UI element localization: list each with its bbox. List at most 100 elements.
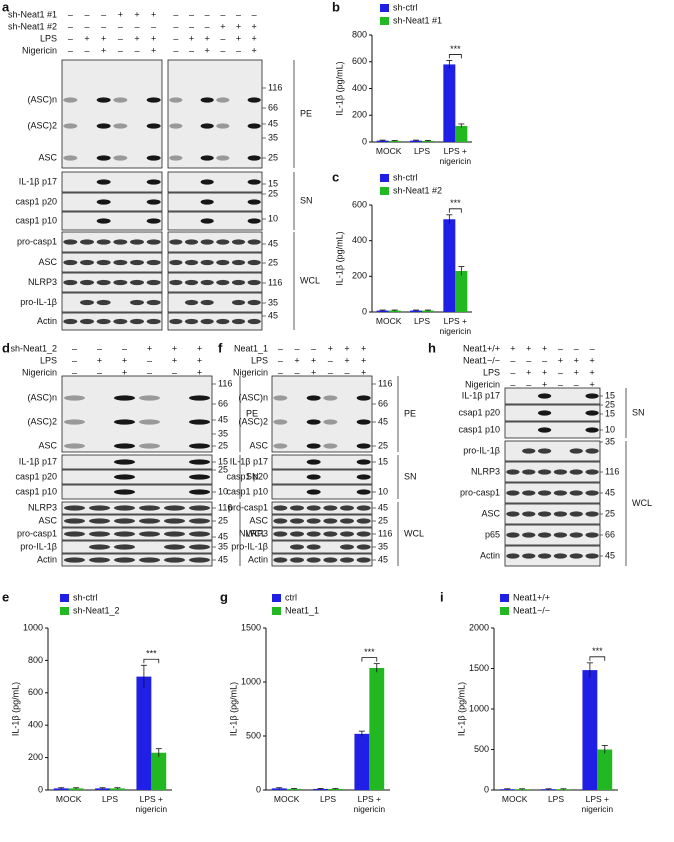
row-label: (ASC)n [27, 94, 57, 104]
treatment-sign: – [510, 379, 515, 389]
y-tick-label: 600 [28, 687, 43, 697]
treatment-sign: + [574, 367, 579, 377]
band [200, 299, 214, 306]
marker-label: 15 [218, 456, 228, 466]
marker-label: 45 [218, 414, 228, 424]
significance-bracket [143, 658, 160, 664]
blot-box [167, 192, 263, 212]
treatment-label: Nigericin [22, 367, 57, 377]
blot-box [167, 59, 263, 169]
marker-label: 45 [378, 416, 388, 426]
bar [68, 788, 84, 790]
band [247, 199, 261, 205]
marker-label: 35 [268, 297, 278, 307]
band [63, 97, 78, 103]
treatment-sign: + [122, 367, 127, 377]
blot-box [61, 59, 163, 169]
band [114, 443, 135, 449]
band [114, 505, 135, 511]
band [189, 489, 210, 495]
band [139, 395, 160, 401]
treatment-sign: + [189, 33, 194, 43]
treatment-sign: – [278, 343, 283, 353]
bar [388, 310, 401, 312]
row-label: (ASC)2 [238, 416, 268, 426]
band [189, 531, 210, 537]
treatment-sign: + [151, 33, 156, 43]
x-tick-label: LPS + nigericin [439, 146, 472, 166]
treatment-sign: + [542, 379, 547, 389]
category-label-box: LPS [414, 316, 430, 326]
band [114, 419, 135, 425]
band [146, 97, 161, 103]
band [247, 259, 261, 266]
row-label: (ASC)n [238, 392, 268, 402]
band [64, 557, 85, 563]
bar [410, 140, 422, 142]
treatment-sign: + [589, 355, 594, 365]
y-tick-label: 1000 [469, 703, 489, 713]
category-label-box: MOCK [502, 794, 528, 804]
marker-label: 25 [268, 257, 278, 267]
marker-label: 10 [378, 486, 388, 496]
band [89, 505, 110, 511]
panel-letter: e [2, 589, 9, 604]
legend-swatch [272, 607, 281, 615]
band [200, 318, 214, 325]
treatment-sign: – [236, 45, 241, 55]
legend-label: sh-ctrl [73, 592, 98, 602]
band [200, 239, 214, 245]
treatment-sign: + [542, 367, 547, 377]
legend-label: sh-Neat1 #1 [393, 15, 442, 25]
treatment-sign: – [68, 45, 73, 55]
category-label-box: LPS + nigericin [440, 316, 472, 336]
treatment-sign: – [236, 9, 241, 19]
treatment-label: sh-Neat1_2 [10, 343, 57, 353]
blot-box [61, 527, 213, 541]
bar [110, 788, 125, 790]
treatment-label: Neat1+/+ [463, 343, 500, 353]
legend-swatch [380, 174, 389, 182]
band [356, 557, 371, 563]
band [89, 531, 110, 537]
bar [95, 788, 110, 790]
band [323, 443, 338, 449]
band [146, 259, 161, 266]
band [340, 531, 354, 537]
marker-label: 116 [218, 502, 232, 512]
bar [455, 270, 468, 312]
row-label: (ASC)n [27, 392, 57, 402]
band [114, 474, 135, 480]
band [273, 557, 288, 563]
band [146, 123, 161, 129]
legend-swatch [60, 594, 69, 602]
band [96, 123, 111, 129]
treatment-sign: – [205, 21, 210, 31]
treatment-sign: + [558, 355, 563, 365]
category-label-box: LPS [102, 794, 118, 804]
band [114, 489, 135, 495]
y-tick-label: 1000 [23, 622, 43, 632]
band [569, 448, 583, 454]
marker-label: 25 [605, 399, 615, 409]
y-axis-label: IL-1β (pg/mL) [10, 682, 20, 736]
bar [286, 788, 302, 790]
treatment-sign: + [197, 355, 202, 365]
band [569, 511, 583, 517]
band [139, 443, 160, 449]
treatment-sign: + [589, 367, 594, 377]
marker-label: 45 [218, 554, 228, 564]
bar [597, 749, 613, 790]
treatment-sign: – [134, 21, 139, 31]
band [340, 544, 354, 550]
band [164, 557, 185, 563]
band [63, 239, 78, 245]
band [340, 518, 354, 524]
band [146, 318, 161, 325]
band [356, 531, 371, 537]
bar [53, 788, 69, 790]
y-axis-label: IL-1β (pg/mL) [334, 231, 344, 285]
x-tick-label: LPS [319, 794, 337, 804]
x-tick-label: MOCK [55, 794, 82, 804]
